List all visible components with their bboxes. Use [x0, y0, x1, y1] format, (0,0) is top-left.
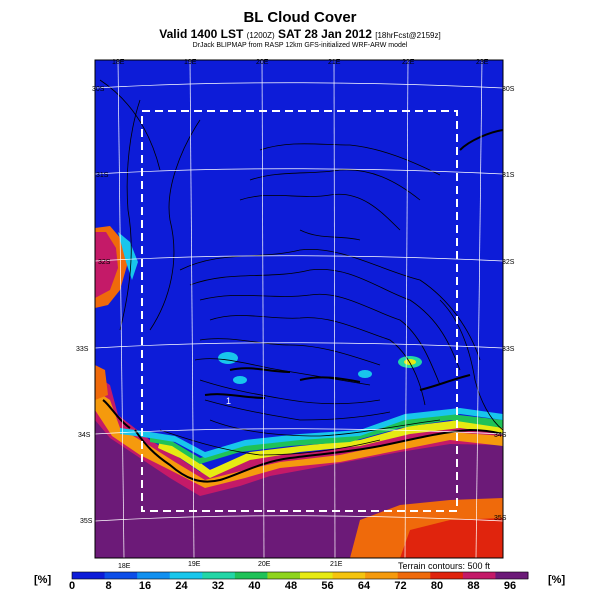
cloud-band-yellow: [158, 420, 503, 478]
colorbar-swatch: [365, 572, 399, 579]
lon-label-21e-top: 21E: [328, 59, 341, 66]
lon-label-21e-bottom: 21E: [330, 561, 343, 568]
colorbar-label: 40: [248, 580, 261, 592]
contour-label: 1: [226, 396, 231, 406]
colorbar-label: 96: [503, 580, 517, 592]
lon-label-20e-top: 20E: [256, 59, 269, 66]
colorbar-label: 72: [394, 580, 407, 592]
map-frame: [94, 59, 504, 559]
cloud-patch-west-coast-inner: [95, 232, 118, 298]
colorbar-swatch: [72, 572, 106, 579]
lat-label-35s-right: 35S: [494, 515, 507, 522]
colorbar-swatch: [104, 572, 138, 579]
colorbar-label: 16: [138, 580, 152, 592]
colorbar-unit-left: [%]: [34, 574, 52, 586]
lon-label-23e-top: 23E: [476, 59, 489, 66]
colorbar-label: 88: [467, 580, 480, 592]
cloud-band-red: [95, 375, 503, 496]
colorbar-label: 24: [175, 580, 188, 592]
lon-labels-bottom: 18E 19E 20E 21E: [118, 561, 343, 570]
valid-time: Valid 1400 LST: [159, 27, 244, 41]
cloud-patch-inland-4-core: [404, 359, 416, 365]
lat-label-34s-right: 34S: [494, 432, 507, 439]
colorbar-swatch: [202, 572, 236, 579]
colorbar-label: 0: [68, 580, 76, 592]
lat-label-32s-left: 32S: [98, 259, 111, 266]
cloud-patch-inland-2: [233, 376, 247, 384]
terrain-contours-note: Terrain contours: 500 ft: [398, 561, 491, 571]
chart-title: BL Cloud Cover: [243, 9, 357, 26]
colorbar-unit-right: [%]: [548, 574, 566, 586]
colorbar-label: 32: [211, 580, 225, 592]
model-credit: DrJack BLIPMAP from RASP 12km GFS-initia…: [192, 42, 408, 49]
colorbar-label: 48: [284, 580, 298, 592]
valid-date: SAT 28 Jan 2012: [278, 27, 372, 41]
cloud-patch-lower-right-inner: [400, 518, 503, 558]
cloud-band-cyan: [120, 408, 503, 458]
lat-lon-grid: [95, 60, 503, 558]
lat-label-30s-right: 30S: [502, 86, 515, 93]
colorbar-swatch: [397, 572, 431, 579]
lon-label-20e-bottom: 20E: [258, 561, 271, 568]
colorbar-swatch: [462, 572, 496, 579]
colorbar-label: 80: [430, 580, 444, 592]
lat-label-33s-right: 33S: [502, 346, 515, 353]
cloud-patch-inland-1: [218, 352, 238, 364]
lat-labels-left: 30S 31S 32S 33S 34S 35S: [76, 86, 111, 525]
colorbar-label: 56: [321, 580, 334, 592]
colorbar-swatch: [234, 572, 268, 579]
lon-label-18e-top: 18E: [112, 59, 125, 66]
coastline: [102, 129, 503, 483]
chart-subtitle: Valid 1400 LST (1200Z) SAT 28 Jan 2012 […: [0, 27, 600, 41]
lon-labels-top: 18E 19E 20E 21E 22E 23E: [112, 59, 489, 66]
valid-utc: (1200Z): [246, 31, 275, 40]
cloud-patch-west-coast-edge: [118, 232, 138, 280]
lat-label-34s-left: 34S: [78, 432, 91, 439]
lat-labels-right: 30S 31S 32S 33S 34S 35S: [494, 86, 515, 522]
lon-label-18e-bottom: 18E: [118, 563, 131, 570]
lon-label-22e-top: 22E: [402, 59, 415, 66]
lon-label-19e-bottom: 19E: [188, 561, 201, 568]
colorbar-swatch: [332, 572, 366, 579]
colorbar: [71, 571, 529, 580]
lat-label-30s-left: 30S: [92, 86, 105, 93]
terrain-contours: [99, 79, 503, 456]
colorbar-swatch: [495, 572, 529, 579]
colorbar-label: 8: [105, 580, 112, 592]
colorbar-swatch: [137, 572, 171, 579]
lat-label-32s-right: 32S: [502, 259, 515, 266]
lon-label-19e-top: 19E: [184, 59, 197, 66]
inner-domain-box: [141, 110, 458, 512]
lat-label-35s-left: 35S: [80, 518, 93, 525]
colorbar-swatch: [300, 572, 334, 579]
lat-label-33s-left: 33S: [76, 346, 89, 353]
forecast-run: [18hrFcst@2159z]: [375, 31, 441, 40]
cloud-band-orange: [95, 390, 503, 488]
cloud-patch-inland-3: [358, 370, 372, 378]
lat-label-31s-left: 31S: [96, 172, 109, 179]
colorbar-swatch: [169, 572, 203, 579]
colorbar-label: 64: [357, 580, 371, 592]
colorbar-frame: [71, 571, 529, 580]
colorbar-swatch: [430, 572, 464, 579]
lat-label-31s-right: 31S: [502, 172, 515, 179]
cloud-patch-west-lower: [95, 365, 108, 400]
colorbar-swatch: [267, 572, 301, 579]
